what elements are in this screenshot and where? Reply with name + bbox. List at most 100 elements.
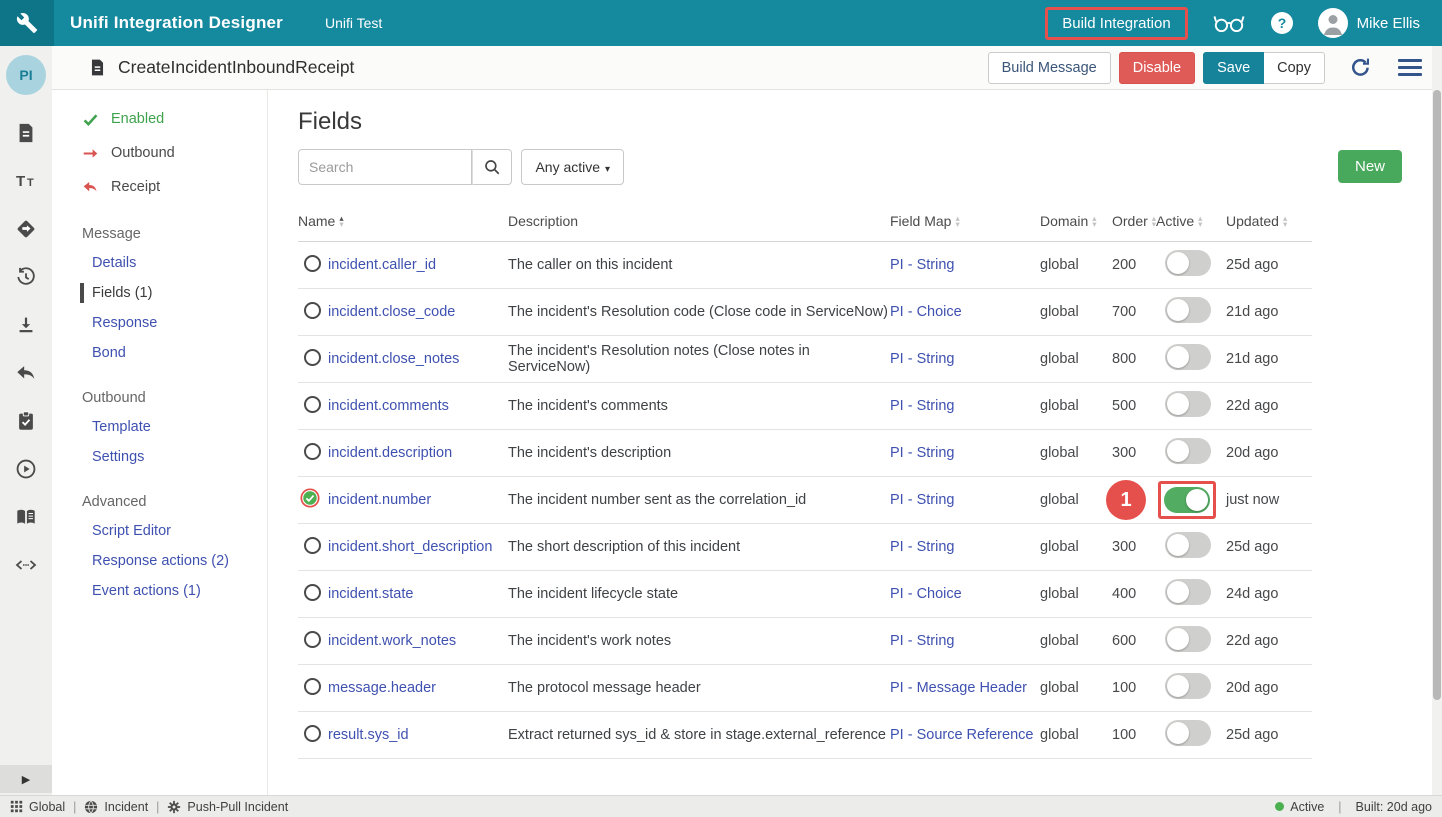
field-name-link[interactable]: incident.number (328, 492, 432, 508)
column-header-order[interactable]: Order ▴ ▾ (1112, 213, 1157, 229)
column-header-updated[interactable]: Updated ▴ ▾ (1226, 213, 1288, 229)
active-toggle[interactable] (1165, 720, 1211, 746)
user-name[interactable]: Mike Ellis (1356, 14, 1420, 32)
field-updated: 20d ago (1226, 445, 1279, 461)
active-toggle[interactable] (1165, 297, 1211, 323)
record-title: CreateIncidentInboundReceipt (118, 57, 355, 77)
active-toggle[interactable] (1165, 579, 1211, 605)
user-avatar[interactable] (1317, 8, 1348, 38)
field-name-link[interactable]: incident.caller_id (328, 257, 437, 273)
active-status-label: Active (1290, 799, 1325, 814)
code-icon[interactable] (0, 541, 52, 589)
download-icon[interactable] (0, 301, 52, 349)
field-status-icon (304, 254, 321, 272)
field-name-link[interactable]: incident.comments (328, 398, 449, 414)
nav-item-receipt[interactable]: Receipt (52, 170, 267, 204)
field-name-link[interactable]: message.header (328, 680, 437, 696)
column-header-name[interactable]: Name ▴ ▾ (298, 213, 344, 229)
history-icon[interactable] (0, 253, 52, 301)
field-name-link[interactable]: incident.short_description (328, 539, 493, 555)
copy-button[interactable]: Copy (1264, 51, 1325, 84)
field-name-link[interactable]: incident.work_notes (328, 633, 457, 649)
field-domain: global (1040, 304, 1079, 320)
save-button[interactable]: Save (1203, 51, 1265, 84)
new-field-button[interactable]: New (1337, 150, 1402, 183)
field-map-link[interactable]: PI - String (890, 257, 955, 273)
nav-item-script-editor[interactable]: Script Editor (92, 523, 171, 539)
nav-item-fields-1[interactable]: Fields (1) (52, 278, 267, 308)
send-icon[interactable] (0, 205, 52, 253)
field-order: 700 (1112, 304, 1137, 320)
refresh-icon[interactable] (1349, 56, 1372, 79)
field-name-link[interactable]: incident.close_code (328, 304, 456, 320)
preview-glasses-icon[interactable] (1212, 13, 1246, 34)
scope-incident[interactable]: Incident (84, 800, 148, 814)
active-toggle[interactable] (1165, 438, 1211, 464)
nav-item-outbound[interactable]: Outbound (52, 136, 267, 170)
field-description: The protocol message header (508, 680, 701, 696)
active-toggle[interactable] (1165, 532, 1211, 558)
field-map-link[interactable]: PI - String (890, 633, 955, 649)
reply-icon[interactable] (0, 349, 52, 397)
column-header-domain[interactable]: Domain ▴ ▾ (1040, 213, 1097, 229)
task-check-icon[interactable] (0, 397, 52, 445)
sort-icon: ▴ ▾ (339, 213, 344, 229)
field-map-link[interactable]: PI - String (890, 539, 955, 555)
workspace-name[interactable]: Unifi Test (325, 15, 383, 31)
column-header-field-map[interactable]: Field Map ▴ ▾ (890, 213, 960, 229)
field-map-link[interactable]: PI - Source Reference (890, 727, 1034, 743)
field-map-link[interactable]: PI - String (890, 351, 955, 367)
globe-icon (84, 800, 98, 814)
field-map-link[interactable]: PI - String (890, 398, 955, 414)
nav-section-outbound: Outbound (82, 390, 146, 406)
nav-item-enabled[interactable]: Enabled (52, 102, 267, 136)
column-header-active[interactable]: Active ▴ ▾ (1156, 213, 1203, 229)
search-button[interactable] (472, 149, 512, 185)
play-icon[interactable] (0, 445, 52, 493)
record-header: CreateIncidentInboundReceipt Build Messa… (52, 46, 1432, 90)
nav-item-details[interactable]: Details (92, 255, 137, 271)
field-name-link[interactable]: result.sys_id (328, 727, 409, 743)
build-integration-button[interactable]: Build Integration (1045, 6, 1188, 40)
integration-avatar[interactable]: PI (6, 55, 46, 95)
field-description: The incident's comments (508, 398, 668, 414)
disable-button[interactable]: Disable (1118, 51, 1196, 84)
nav-item-template[interactable]: Template (92, 419, 151, 435)
active-toggle[interactable] (1165, 250, 1211, 276)
nav-item-settings[interactable]: Settings (92, 449, 145, 465)
build-message-button[interactable]: Build Message (987, 51, 1111, 84)
app-logo[interactable] (0, 0, 54, 46)
field-name-link[interactable]: incident.close_notes (328, 351, 460, 367)
help-icon[interactable]: ? (1270, 11, 1294, 35)
scope-push-pull-incident[interactable]: Push-Pull Incident (167, 800, 288, 814)
field-name-link[interactable]: incident.state (328, 586, 414, 602)
active-toggle[interactable] (1164, 487, 1210, 513)
scope-global[interactable]: Global (10, 800, 65, 814)
file-icon[interactable] (0, 109, 52, 157)
nav-item-bond[interactable]: Bond (92, 345, 126, 361)
active-toggle[interactable] (1165, 673, 1211, 699)
field-order: 400 (1112, 586, 1137, 602)
nav-item-response-actions-2[interactable]: Response actions (2) (92, 553, 230, 569)
svg-text:T: T (27, 177, 34, 189)
menu-icon[interactable] (1398, 59, 1422, 76)
nav-item-event-actions-1[interactable]: Event actions (1) (92, 583, 201, 599)
field-map-link[interactable]: PI - Choice (890, 586, 962, 602)
expand-sidebar-button[interactable]: ▶ (0, 765, 52, 793)
active-toggle[interactable] (1165, 626, 1211, 652)
active-filter-dropdown[interactable]: Any active ▾ (521, 149, 625, 185)
field-map-link[interactable]: PI - Choice (890, 304, 962, 320)
scrollbar-thumb[interactable] (1433, 90, 1441, 700)
active-toggle[interactable] (1165, 344, 1211, 370)
book-icon[interactable] (0, 493, 52, 541)
field-domain: global (1040, 492, 1079, 508)
nav-item-response[interactable]: Response (92, 315, 158, 331)
search-input[interactable] (298, 149, 472, 185)
active-toggle[interactable] (1165, 391, 1211, 417)
field-map-link[interactable]: PI - String (890, 492, 955, 508)
field-map-link[interactable]: PI - String (890, 445, 955, 461)
field-map-link[interactable]: PI - Message Header (890, 680, 1028, 696)
field-description: The incident's Resolution notes (Close n… (508, 343, 810, 375)
field-name-link[interactable]: incident.description (328, 445, 453, 461)
